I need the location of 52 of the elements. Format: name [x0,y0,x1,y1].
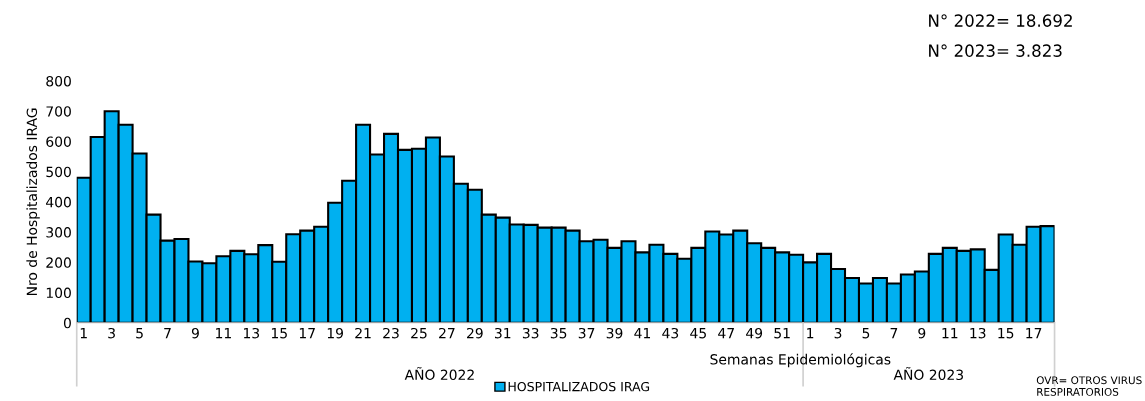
x-tick-label: 1 [807,328,814,339]
y-tick-label: 0 [63,317,71,329]
x-tick-label: 9 [918,327,926,339]
x-tick-label: 17 [299,328,315,339]
x-tick-label: 23 [383,327,399,339]
x-axis-title: Semanas Epidemiológicas [710,353,891,368]
text: N° 2022= 18.692 [929,14,1072,27]
text: AÑO 2022 [404,367,474,381]
y-tick-label: 200 [46,257,71,268]
x-tick-label: 51 [774,328,790,339]
x-tick-label: 13 [970,327,986,339]
x-tick-label: 13 [244,327,260,339]
x-tick-label: 15 [271,328,287,339]
x-tick-label: 31 [494,327,511,339]
x-tick-label: 35 [550,327,567,339]
x-tick-label: 1 [80,328,87,339]
y-tick-label: 500 [46,166,71,178]
x-tick-label: 45 [690,328,706,339]
text: OVR= OTROS VIRUS RESPIRATORIOS [1036,376,1142,396]
x-tick-label: 11 [216,328,231,339]
x-tick-label: 33 [522,327,539,339]
x-tick-label: 43 [662,327,679,339]
x-tick-label: 47 [718,328,734,339]
y-tick-label: 600 [46,136,71,147]
x-tick-label: 9 [191,327,199,339]
y-tick-label: 400 [46,196,71,208]
x-tick-label: 39 [606,327,623,339]
legend-label: HOSPITALIZADOS IRAG [508,381,650,392]
x-tick-label: 27 [439,327,455,339]
x-tick-label: 5 [862,328,870,339]
x-tick-label: 5 [136,328,143,339]
x-tick-label: 7 [890,328,898,339]
y-tick-label: 800 [46,75,71,87]
x-tick-label: 11 [942,328,958,339]
x-tick-label: 15 [998,328,1014,339]
x-tick-label: 25 [411,327,427,339]
x-tick-label: 21 [355,327,371,339]
x-tick-label: 49 [746,327,763,339]
y-tick-label: 100 [46,287,71,299]
y-tick-label: 300 [46,227,71,238]
x-tick-label: 29 [467,327,483,339]
x-tick-label: 3 [834,327,842,339]
x-tick-label: 3 [108,327,115,339]
x-tick-label: 19 [327,327,343,339]
x-tick-label: 41 [634,328,651,339]
x-tick-label: 7 [164,328,171,339]
x-tick-label: 37 [578,327,595,339]
text: AÑO 2023 [893,367,963,381]
text: N° 2023= 3.823 [929,44,1062,57]
y-tick-label: 700 [46,106,71,117]
y-axis-title: Nro de Hospitalizados IRAG [26,108,40,296]
x-tick-label: 17 [1026,328,1042,339]
